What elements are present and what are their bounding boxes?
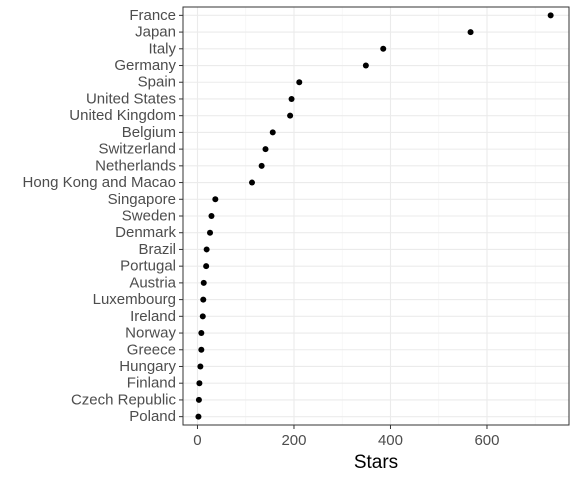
y-tick-label: Hungary <box>119 358 176 375</box>
y-tick-label: Portugal <box>120 258 176 275</box>
y-tick-label: Italy <box>148 40 176 57</box>
y-tick-label: United States <box>86 90 176 107</box>
data-point <box>195 396 202 403</box>
x-tick-layer: 0 200 400 600 <box>193 425 499 449</box>
y-tick-label: Norway <box>125 325 176 342</box>
y-tick-label: Poland <box>129 408 176 425</box>
y-tick-label: Japan <box>135 24 176 41</box>
y-tick-label: Belgium <box>122 124 176 141</box>
y-tick-label: Finland <box>127 375 176 392</box>
y-tick-label: Greece <box>127 341 176 358</box>
y-tick-label: Austria <box>129 274 176 291</box>
data-point <box>200 296 207 303</box>
data-point <box>288 95 295 102</box>
y-tick-label: Netherlands <box>95 157 176 174</box>
data-point <box>208 213 215 219</box>
x-tick-label: 400 <box>378 432 403 449</box>
data-point <box>248 179 255 186</box>
data-point <box>198 330 205 337</box>
data-point <box>200 279 207 286</box>
data-point <box>197 363 204 370</box>
data-point <box>269 129 276 136</box>
data-point <box>199 313 206 320</box>
y-tick-label: Denmark <box>115 224 176 241</box>
y-tick-label: Singapore <box>108 191 176 208</box>
grid-layer <box>183 7 569 425</box>
y-tick-label: Luxembourg <box>93 291 176 308</box>
y-tick-label: Czech Republic <box>71 391 177 408</box>
y-tick-label: Ireland <box>130 308 176 325</box>
y-tick-label: Spain <box>138 74 176 91</box>
y-tick-label: United Kingdom <box>69 107 176 124</box>
data-point <box>262 146 269 153</box>
points-layer <box>195 12 554 420</box>
data-point <box>195 413 202 420</box>
data-point <box>212 196 219 203</box>
x-tick-label: 600 <box>474 432 499 449</box>
data-point <box>203 246 210 253</box>
data-point <box>467 29 474 36</box>
x-tick-label: 200 <box>281 432 306 449</box>
data-point <box>362 62 369 69</box>
data-point <box>198 346 205 353</box>
data-point <box>547 12 554 19</box>
data-point <box>258 162 265 169</box>
y-tick-label: Germany <box>114 57 176 74</box>
data-point <box>207 229 214 236</box>
x-tick-label: 0 <box>193 432 201 449</box>
data-point <box>287 112 294 119</box>
data-point <box>296 79 303 86</box>
data-point <box>380 45 387 52</box>
data-point <box>203 263 210 270</box>
data-point <box>196 380 203 387</box>
x-axis-title: Stars <box>354 452 398 473</box>
y-tick-label: Brazil <box>138 241 176 258</box>
y-tick-label: Hong Kong and Macao <box>23 174 176 191</box>
y-tick-label: France <box>129 7 176 24</box>
y-tick-label: Switzerland <box>98 141 176 158</box>
y-tick-label: Sweden <box>122 208 176 225</box>
